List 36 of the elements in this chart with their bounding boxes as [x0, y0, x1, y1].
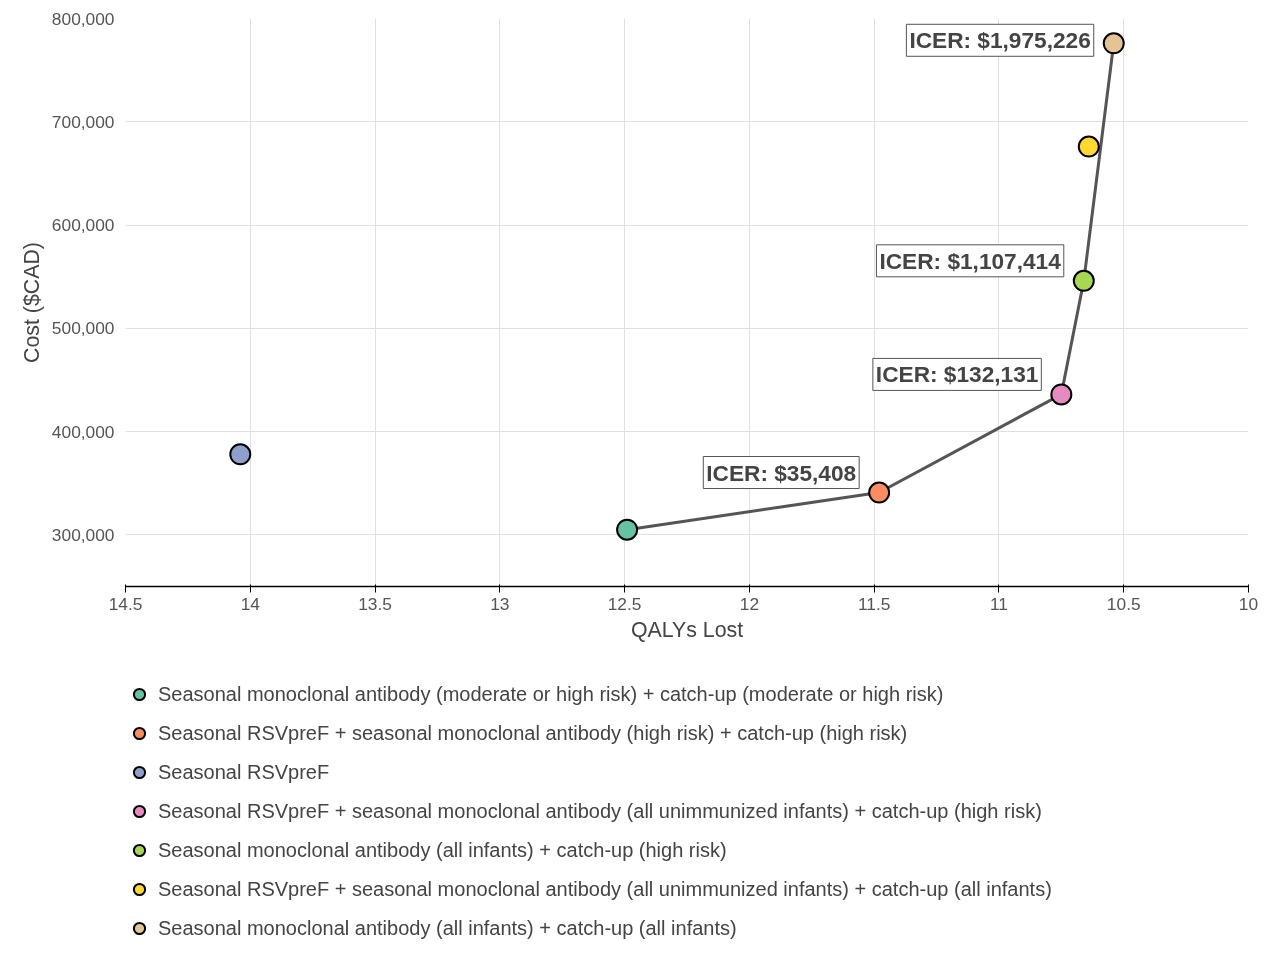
- legend-label: Seasonal RSVpreF: [158, 760, 330, 784]
- legend-label: Seasonal RSVpreF + seasonal monoclonal antibody (all unimmunized infants) + catch-up (all infants): [158, 877, 1052, 901]
- point: [1077, 135, 1100, 158]
- y-tick-label: 800,000: [51, 8, 115, 29]
- y-tick-label: 700,000: [51, 111, 115, 132]
- legend-label: Seasonal monoclonal antibody (moderate or high risk) + catch-up (moderate or high risk): [158, 682, 944, 706]
- point: [1072, 269, 1095, 292]
- y-tick-label: 600,000: [51, 215, 115, 236]
- point: [1050, 383, 1073, 406]
- x-tick-label: 11: [989, 593, 1008, 614]
- x-tick-label: 12.5: [607, 593, 642, 614]
- point: [616, 518, 639, 541]
- y-axis-title: Cost ($CAD): [19, 242, 44, 363]
- y-tick-label: 500,000: [51, 318, 115, 339]
- x-tick-label: 11.5: [857, 593, 891, 614]
- point: [868, 481, 891, 504]
- annotation: ICER: $1,975,226: [909, 27, 1091, 54]
- annotation: ICER: $1,107,414: [879, 247, 1062, 274]
- annotation: ICER: $132,131: [875, 361, 1039, 388]
- point: [1102, 32, 1125, 55]
- x-tick-label: 10.5: [1106, 593, 1141, 614]
- annotation: ICER: $35,408: [706, 459, 857, 486]
- x-axis-title: QALYs Lost: [630, 617, 744, 642]
- x-tick-label: 13: [490, 593, 510, 614]
- legend-label: Seasonal monoclonal antibody (all infants) + catch-up (all infants): [158, 916, 737, 940]
- x-tick-label: 13.5: [358, 593, 392, 614]
- x-tick-label: 14: [240, 593, 261, 614]
- point: [229, 443, 252, 466]
- x-tick-label: 10: [1238, 593, 1259, 614]
- y-tick-label: 400,000: [51, 421, 115, 442]
- x-tick-label: 12: [739, 593, 760, 614]
- legend-label: Seasonal RSVpreF + seasonal monoclonal antibody (high risk) + catch-up (high risk): [158, 721, 908, 745]
- x-tick-label: 14.5: [108, 593, 143, 614]
- y-tick-label: 300,000: [51, 524, 115, 545]
- legend-label: Seasonal monoclonal antibody (all infants) + catch-up (high risk): [158, 838, 727, 862]
- legend-label: Seasonal RSVpreF + seasonal monoclonal antibody (all unimmunized infants) + catch-up (high risk): [158, 799, 1042, 823]
